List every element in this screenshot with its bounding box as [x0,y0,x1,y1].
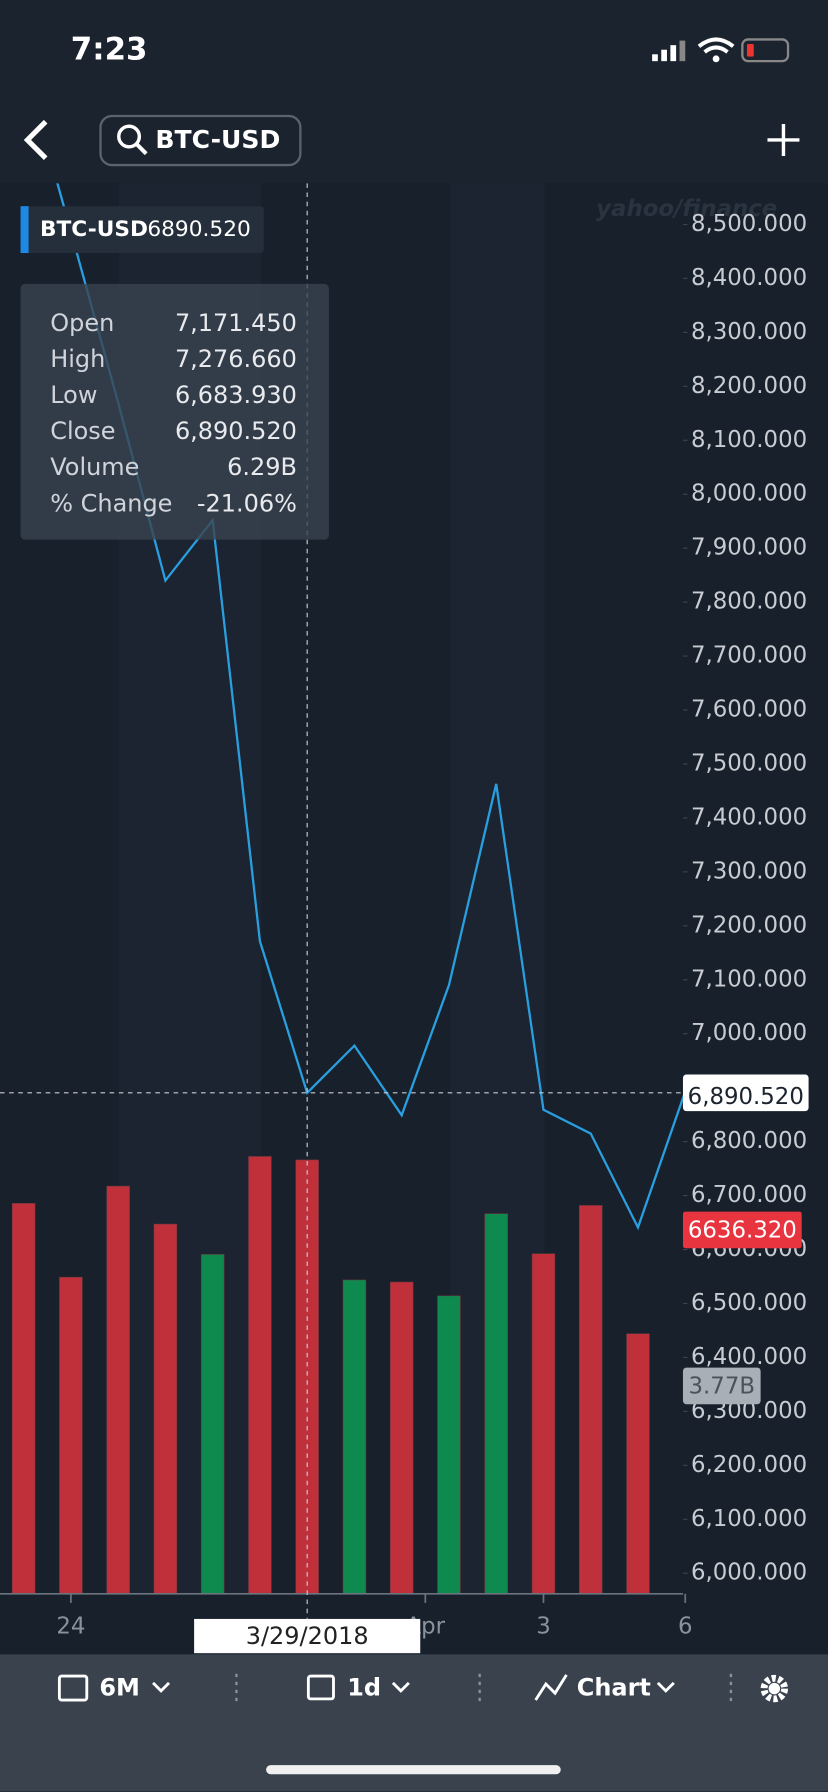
volume-bar [342,1279,367,1595]
wifi-dot [712,55,720,63]
last-price-box [682,1211,802,1249]
volume-bar [484,1213,508,1595]
y-tick-label: 6,400.000 [691,1344,807,1370]
y-tick-label: 8,500.000 [691,211,807,237]
tooltip-label: High [50,345,105,373]
legend-swatch [20,206,29,254]
volume-bar [11,1203,36,1595]
volume-bar [579,1205,603,1595]
volume-bar [531,1253,556,1595]
tooltip-value: 6.29B [227,453,297,481]
y-tick-label: 6,100.000 [691,1506,807,1532]
x-tick-label: 3 [536,1613,551,1639]
tooltip-value: 6,890.520 [175,417,297,445]
battery [741,38,790,63]
y-tick-label: 7,600.000 [691,697,807,723]
volume-bar [389,1281,414,1595]
tooltip-label: % Change [50,489,172,517]
volume-bar [437,1295,461,1595]
y-tick-label: 8,300.000 [691,319,807,345]
range-button[interactable]: 6M [99,1674,140,1702]
back-button[interactable] [23,119,48,161]
search-icon-handle [135,143,148,156]
volume-bar [626,1333,650,1595]
y-tick-label: 7,400.000 [691,804,807,830]
legend-box [20,206,264,254]
home-indicator [266,1765,561,1775]
x-tick-label: 6 [678,1613,693,1639]
search-text: BTC-USD [155,125,280,154]
y-tick-label: 7,200.000 [691,912,807,938]
volume-label: 3.77B [689,1374,756,1400]
tooltip-value: -21.06% [197,489,297,517]
volume-label-box [682,1367,761,1405]
interval-icon [306,1674,335,1701]
y-tick-label: 8,400.000 [691,265,807,291]
y-tick-label: 6,200.000 [691,1452,807,1478]
legend-price: 6890.520 [147,217,250,242]
tooltip-label: Close [50,417,115,445]
dropdown-chevrons [152,1681,675,1693]
y-tick-label: 6,800.000 [691,1128,807,1154]
last-price-label: 6636.320 [688,1218,797,1244]
x-tick-label: 24 [56,1613,85,1639]
volume-bar [153,1223,178,1595]
date-label: 3/29/2018 [246,1622,369,1650]
y-tick-label: 7,300.000 [691,858,807,884]
settings-center [768,1682,781,1695]
y-tick-label: 6,000.000 [691,1560,807,1586]
tooltip-value: 7,171.450 [175,309,297,337]
y-tick-label: 8,200.000 [691,373,807,399]
overlay: BTC-USD 6890.520 Open 7,171.450 High 7,276.… [20,206,329,540]
battery-level [746,44,754,57]
settings-button[interactable] [760,1674,789,1703]
status-time: 7:23 [71,31,148,67]
volume-bar [248,1156,272,1595]
tooltip-label: Volume [50,453,139,481]
date-label-box [194,1618,421,1654]
y-tick-label: 8,100.000 [691,427,807,453]
watermark: yahoo/finance [596,196,777,222]
y-tick-label: 7,000.000 [691,1020,807,1046]
add-button[interactable] [767,123,800,156]
tooltip-label: Open [50,309,114,337]
volume-bar [59,1276,83,1595]
chart-icon [534,1674,568,1701]
crosshair-price-box [682,1074,809,1112]
tooltip-label: Low [50,381,97,409]
y-tick-label: 8,000.000 [691,481,807,507]
search-icon [117,124,142,149]
tooltip-value: 7,276.660 [175,345,297,373]
interval-button[interactable]: 1d [347,1674,381,1702]
y-tick-label: 6,700.000 [691,1182,807,1208]
signal-icon [652,40,686,62]
tooltip-value: 6,683.930 [175,381,297,409]
chart: 6,000.0006,100.0006,200.0006,300.0006,40… [0,183,809,1654]
volume-bar [200,1254,225,1595]
calendar-icon [57,1674,89,1702]
tooltip [20,283,329,540]
search-box[interactable] [99,114,302,167]
y-tick-label: 7,500.000 [691,750,807,776]
legend-symbol: BTC-USD [40,217,148,242]
y-tick-label: 7,700.000 [691,643,807,669]
y-tick-label: 7,900.000 [691,535,807,561]
y-tick-label: 7,100.000 [691,966,807,992]
chart-type-button[interactable]: Chart [577,1674,651,1702]
y-tick-label: 7,800.000 [691,589,807,615]
wifi-icon [697,37,735,54]
volume-bar [106,1185,130,1595]
y-tick-label: 6,500.000 [691,1290,807,1316]
crosshair-price-label: 6,890.520 [688,1084,804,1110]
